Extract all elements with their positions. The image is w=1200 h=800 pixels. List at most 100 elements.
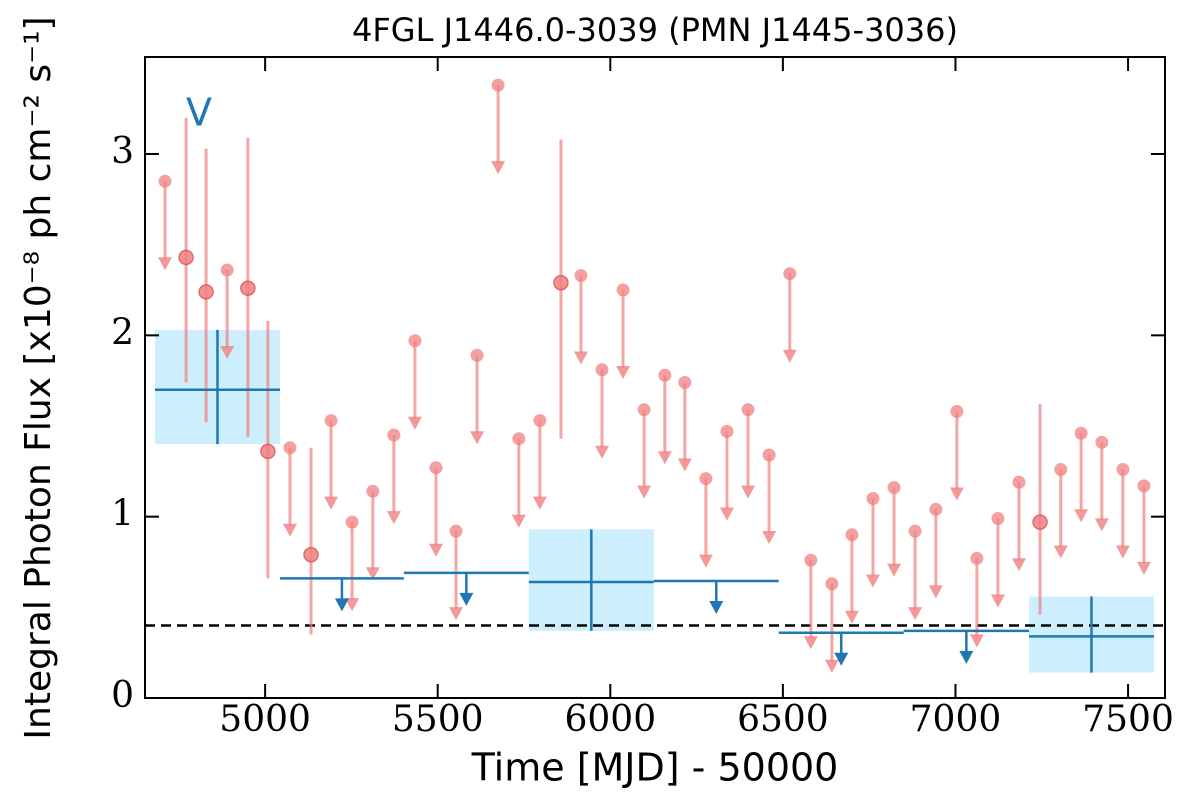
monthly-ul-head	[616, 366, 631, 380]
plot-frame	[144, 56, 1166, 699]
yearly-ul-head	[959, 650, 974, 664]
monthly-ul-head	[345, 598, 360, 612]
monthly-point	[198, 284, 214, 300]
monthly-point	[825, 577, 839, 591]
monthly-ul-head	[803, 636, 818, 650]
monthly-ul-head	[324, 496, 339, 510]
monthly-ul-head	[969, 634, 984, 648]
x-tick-label: 6500	[737, 699, 829, 740]
yearly-ul-head	[709, 601, 724, 615]
monthly-point	[678, 375, 692, 389]
monthly-point	[929, 502, 943, 516]
monthly-ul-head	[990, 594, 1005, 608]
monthly-point	[1095, 435, 1109, 449]
monthly-point	[720, 424, 734, 438]
monthly-point	[324, 414, 338, 428]
monthly-point	[1137, 479, 1151, 493]
monthly-ul-head	[1053, 545, 1068, 559]
monthly-ul-head	[511, 514, 526, 528]
monthly-point	[762, 448, 776, 462]
monthly-point	[1012, 475, 1026, 489]
monthly-ul-head	[657, 451, 672, 465]
monthly-ul-head	[449, 607, 464, 621]
monthly-point	[429, 461, 443, 475]
monthly-ul-head	[1094, 518, 1109, 532]
monthly-point	[366, 484, 380, 498]
monthly-point	[178, 249, 194, 266]
monthly-ul-head	[949, 487, 964, 501]
monthly-point	[699, 472, 713, 486]
monthly-ul-head	[741, 485, 756, 499]
monthly-ul-head	[532, 496, 547, 510]
monthly-point	[1116, 463, 1130, 477]
monthly-point	[845, 528, 859, 542]
x-tick-label: 6000	[564, 699, 656, 740]
monthly-point	[283, 441, 297, 455]
monthly-point	[991, 511, 1005, 525]
monthly-point	[512, 432, 526, 446]
monthly-ul-head	[908, 607, 923, 621]
annotation: V	[186, 91, 212, 135]
monthly-ul-head	[158, 257, 173, 271]
monthly-ul-head	[865, 574, 880, 588]
monthly-point	[260, 443, 276, 460]
monthly-point	[887, 481, 901, 495]
monthly-point	[908, 524, 922, 538]
monthly-ul-head	[1136, 561, 1151, 575]
monthly-point	[533, 414, 547, 428]
x-tick-label: 7500	[1082, 699, 1174, 740]
monthly-point	[1074, 426, 1088, 440]
monthly-point	[408, 334, 422, 348]
monthly-point	[637, 403, 651, 417]
yearly-ul-head	[334, 598, 349, 612]
monthly-ul-head	[573, 351, 588, 365]
monthly-ul-head	[1115, 545, 1130, 559]
x-tick-label: 7000	[910, 699, 1002, 740]
yearly-ul-head	[459, 592, 474, 606]
monthly-ul-head	[887, 563, 902, 577]
monthly-point	[741, 403, 755, 417]
monthly-point	[158, 174, 172, 188]
monthly-point	[470, 348, 484, 362]
monthly-ul-head	[470, 431, 485, 445]
monthly-ul-head	[220, 346, 235, 360]
monthly-ul-head	[386, 511, 401, 525]
monthly-point	[804, 553, 818, 567]
monthly-ul-head	[595, 445, 610, 459]
monthly-point	[595, 363, 609, 377]
monthly-ul-head	[928, 585, 943, 599]
monthly-ul-head	[762, 531, 777, 545]
x-tick-label: 5000	[219, 699, 311, 740]
monthly-ul-head	[428, 543, 443, 557]
monthly-ul-head	[719, 507, 734, 521]
monthly-point	[783, 267, 797, 281]
monthly-ul-head	[365, 567, 380, 581]
monthly-point	[449, 524, 463, 538]
monthly-point	[491, 78, 505, 92]
x-tick-label: 5500	[392, 699, 484, 740]
y-tick-label: 0	[111, 675, 134, 716]
monthly-point	[1032, 514, 1048, 530]
monthly-point	[220, 263, 234, 277]
monthly-ul-head	[1011, 558, 1026, 572]
monthly-ul-head	[1074, 509, 1089, 523]
monthly-point	[970, 551, 984, 565]
monthly-point	[574, 269, 588, 283]
monthly-point	[658, 368, 672, 382]
monthly-point	[866, 492, 880, 506]
monthly-ul-head	[844, 610, 859, 624]
monthly-ul-head	[698, 554, 713, 568]
y-tick-label: 2	[111, 312, 134, 353]
monthly-ul-head	[407, 416, 422, 430]
monthly-point	[387, 428, 401, 442]
monthly-ul-head	[282, 523, 297, 537]
monthly-point	[1054, 463, 1068, 477]
monthly-ul-head	[637, 485, 652, 499]
monthly-ul-head	[491, 161, 506, 175]
monthly-point	[950, 404, 964, 418]
y-tick-label: 3	[111, 131, 134, 172]
x-axis-label: Time [MJD] - 50000	[471, 746, 839, 790]
monthly-point	[303, 546, 319, 563]
